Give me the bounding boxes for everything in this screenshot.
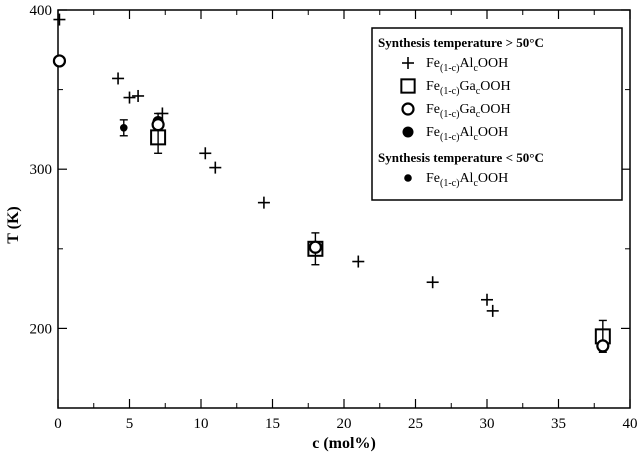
legend-marker-circle-open [401,102,415,116]
y-tick-label: 200 [30,321,53,337]
data-point-plus [426,276,439,289]
x-tick-label: 15 [265,416,280,432]
x-tick-label: 5 [126,416,134,432]
data-point-plus [123,91,136,104]
x-tick-label: 35 [551,416,566,432]
legend-heading-below: Synthesis temperature < 50°C [378,150,544,165]
data-point-plus [352,255,365,268]
legend-marker-dot [404,174,412,182]
x-axis-ticks: 0 5 10 15 20 25 30 35 40 [54,10,638,432]
data-point-plus [257,196,270,209]
x-tick-label: 25 [408,416,423,432]
data-point-plus [156,107,169,120]
x-tick-label: 40 [623,416,638,432]
legend-marker-square [400,78,416,94]
data-point-circle-open [52,54,67,68]
legend-entry-label: Fe(1-c)AlcOOH [426,125,508,143]
legend-heading-above: Synthesis temperature > 50°C [378,35,544,50]
y-axis-label: T (K) [5,206,22,243]
data-point-plus [53,13,66,26]
legend-marker-plus [402,57,414,69]
legend: Synthesis temperature > 50°C Synthesis t… [371,27,623,201]
data-point-circle-open [151,118,165,132]
x-tick-label: 30 [480,416,495,432]
x-axis-label: c (mol%) [312,435,376,452]
y-axis-ticks: 200 300 400 [30,3,630,409]
x-tick-label: 20 [337,416,352,432]
x-tick-label: 0 [54,416,62,432]
y-tick-label: 300 [30,162,53,178]
data-marks [52,13,611,353]
data-point-circle-open [308,240,322,254]
data-point-plus [199,147,212,160]
data-point-plus [481,293,493,306]
data-point-plus [486,304,499,317]
legend-entry-label: Fe(1-c)GacOOH [426,102,511,120]
legend-marker-circle-filled [402,126,414,138]
data-point-dot [119,124,128,132]
legend-items: Fe(1-c)AlcOOH Fe(1-c)GacOOH Fe(1-c)GacOOH F… [400,56,511,189]
data-point-plus [112,72,125,85]
legend-entry-label: Fe(1-c)AlcOOH [426,171,508,189]
legend-box [371,27,623,201]
y-tick-label: 400 [30,3,53,19]
data-point-circle-open [596,339,610,353]
data-point-plus [209,161,222,174]
legend-entry-label: Fe(1-c)AlcOOH [426,56,508,74]
legend-entry-label: Fe(1-c)GacOOH [426,79,511,97]
x-tick-label: 10 [194,416,209,432]
data-point-plus [132,89,145,102]
